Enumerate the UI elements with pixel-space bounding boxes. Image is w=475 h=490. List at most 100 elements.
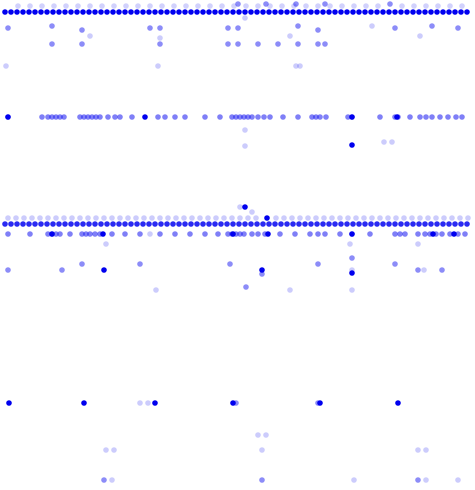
point — [249, 114, 255, 120]
point — [337, 215, 343, 221]
point — [207, 3, 213, 9]
point — [5, 25, 11, 31]
point — [242, 143, 248, 149]
point — [289, 215, 295, 221]
point — [363, 3, 369, 9]
point — [89, 114, 95, 120]
point — [395, 400, 401, 406]
point — [349, 255, 355, 261]
point — [92, 9, 98, 15]
point — [462, 231, 468, 237]
point — [464, 9, 470, 15]
point — [205, 215, 211, 221]
point — [416, 221, 422, 227]
point — [75, 3, 81, 9]
point — [455, 231, 461, 237]
point — [248, 221, 254, 227]
point — [111, 447, 117, 453]
point — [302, 9, 308, 15]
point — [302, 221, 308, 227]
point — [349, 114, 355, 120]
point — [398, 9, 404, 15]
point — [452, 221, 458, 227]
point — [44, 221, 50, 227]
point — [53, 215, 59, 221]
point — [367, 231, 373, 237]
point — [236, 9, 242, 15]
point — [79, 231, 85, 237]
point — [281, 215, 287, 221]
point — [411, 3, 417, 9]
point — [81, 114, 87, 120]
point — [451, 231, 457, 237]
point — [56, 221, 62, 227]
point — [235, 41, 241, 47]
point — [326, 221, 332, 227]
point — [152, 221, 158, 227]
point — [284, 9, 290, 15]
point — [195, 3, 201, 9]
point — [242, 127, 248, 133]
point — [26, 9, 32, 15]
point — [63, 3, 69, 9]
point — [213, 215, 219, 221]
point — [361, 215, 367, 221]
point — [362, 9, 368, 15]
point — [242, 221, 248, 227]
point — [158, 221, 164, 227]
point — [233, 231, 239, 237]
point — [56, 9, 62, 15]
point — [457, 215, 463, 221]
point — [404, 9, 410, 15]
point — [8, 221, 14, 227]
point — [218, 9, 224, 15]
point — [61, 114, 67, 120]
point — [305, 215, 311, 221]
point — [296, 9, 302, 15]
point — [57, 231, 63, 237]
point — [417, 33, 423, 39]
point — [80, 221, 86, 227]
point — [170, 221, 176, 227]
point — [241, 114, 247, 120]
point — [86, 221, 92, 227]
point — [101, 477, 107, 483]
point — [362, 221, 368, 227]
point — [230, 9, 236, 15]
point — [297, 215, 303, 221]
point — [338, 9, 344, 15]
point — [155, 114, 161, 120]
point — [133, 215, 139, 221]
point — [433, 231, 439, 237]
point — [440, 9, 446, 15]
point — [128, 221, 134, 227]
point — [322, 1, 328, 7]
point — [242, 9, 248, 15]
point — [197, 215, 203, 221]
point — [101, 267, 107, 273]
point — [172, 231, 178, 237]
point — [49, 23, 55, 29]
point — [173, 215, 179, 221]
point — [259, 271, 265, 277]
point — [77, 215, 83, 221]
point — [407, 114, 413, 120]
point — [125, 215, 131, 221]
point — [315, 231, 321, 237]
point — [245, 215, 251, 221]
point — [245, 114, 251, 120]
point — [158, 9, 164, 15]
point — [422, 231, 428, 237]
point — [26, 221, 32, 227]
point — [389, 139, 395, 145]
point — [423, 447, 429, 453]
point — [194, 221, 200, 227]
point — [93, 114, 99, 120]
point — [429, 114, 435, 120]
point — [464, 221, 470, 227]
point — [410, 9, 416, 15]
point — [59, 267, 65, 273]
point — [329, 215, 335, 221]
point — [375, 3, 381, 9]
point — [284, 221, 290, 227]
